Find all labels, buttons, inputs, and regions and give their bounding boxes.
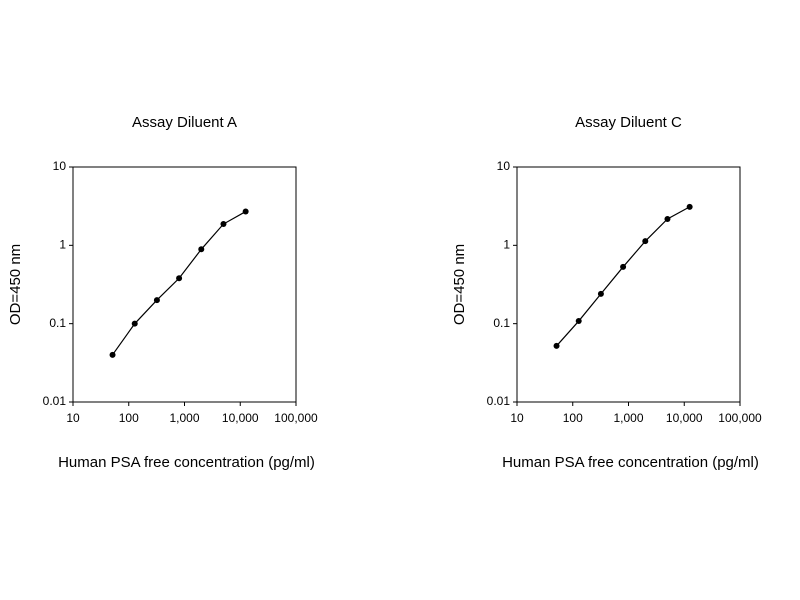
- data-point: [176, 275, 183, 282]
- y-tick-label: 10: [497, 159, 511, 173]
- y-tick-label: 0.01: [43, 394, 67, 408]
- y-tick-label: 0.1: [493, 316, 510, 330]
- data-line: [556, 206, 690, 347]
- x-tick-label: 10,000: [222, 411, 259, 425]
- plot-frame: [516, 166, 741, 403]
- x-tick-label: 100: [563, 411, 583, 425]
- data-point: [642, 238, 649, 245]
- data-line: [112, 211, 246, 356]
- y-axis-label: OD=450 nm: [7, 244, 24, 325]
- data-point: [620, 263, 627, 270]
- x-axis-label: Human PSA free concentration (pg/ml): [58, 454, 315, 471]
- data-point: [553, 342, 560, 349]
- x-tick-label: 100,000: [718, 411, 762, 425]
- x-axis-label: Human PSA free concentration (pg/ml): [502, 454, 759, 471]
- x-tick-label: 100,000: [274, 411, 318, 425]
- data-point: [597, 290, 604, 297]
- x-tick-label: 100: [119, 411, 139, 425]
- y-axis-label: OD=450 nm: [451, 244, 468, 325]
- y-tick-label: 1: [59, 238, 66, 252]
- data-point: [109, 351, 116, 358]
- data-point: [686, 203, 693, 210]
- data-point: [198, 246, 205, 253]
- chart-title: Assay Diluent C: [575, 114, 682, 131]
- y-tick-label: 10: [53, 159, 67, 173]
- data-point: [664, 215, 671, 222]
- data-point: [575, 318, 582, 325]
- data-point: [242, 208, 249, 215]
- data-point: [131, 320, 138, 327]
- data-point: [220, 221, 227, 228]
- x-tick-label: 10,000: [666, 411, 703, 425]
- y-tick-label: 1: [503, 238, 510, 252]
- plot-frame: [72, 166, 297, 403]
- x-tick-label: 1,000: [169, 411, 199, 425]
- x-tick-label: 1,000: [613, 411, 643, 425]
- y-tick-label: 0.01: [487, 394, 511, 408]
- y-tick-label: 0.1: [49, 316, 66, 330]
- chart-title: Assay Diluent A: [132, 114, 237, 131]
- x-tick-label: 10: [510, 411, 524, 425]
- x-tick-label: 10: [66, 411, 80, 425]
- data-point: [153, 297, 160, 304]
